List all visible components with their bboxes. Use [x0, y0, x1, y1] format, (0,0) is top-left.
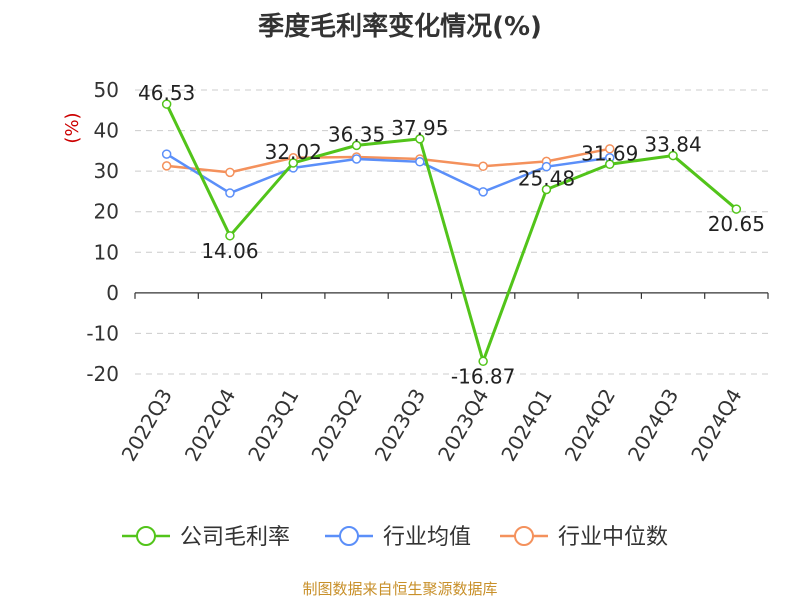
- data-label: 31.69: [581, 141, 638, 165]
- data-point: [225, 231, 235, 241]
- legend-swatch-marker: [136, 526, 156, 546]
- data-point: [605, 159, 615, 170]
- x-tick-label: 2024Q3: [623, 385, 683, 466]
- y-axis-ticks: -20 -10 0 10 20 30 40 50: [86, 78, 119, 386]
- y-tick-label: -10: [86, 321, 119, 345]
- data-point: [478, 161, 488, 172]
- series-line: [165, 153, 610, 195]
- legend-swatch-marker: [339, 526, 359, 546]
- y-tick-label: -20: [86, 362, 119, 386]
- data-label: 14.06: [201, 239, 258, 263]
- chart-title: 季度毛利率变化情况(%): [258, 12, 542, 42]
- y-tick-label: 20: [94, 200, 119, 224]
- x-tick-label: 2024Q2: [560, 385, 620, 466]
- data-point: [415, 157, 425, 167]
- data-point: [478, 187, 488, 197]
- data-point: [288, 158, 298, 168]
- data-point: [541, 184, 552, 195]
- data-point: [161, 149, 172, 159]
- data-label: 20.65: [708, 212, 765, 236]
- data-point: [351, 154, 362, 164]
- data-label: -16.87: [451, 364, 515, 388]
- data-point: [731, 204, 742, 214]
- y-tick-label: 40: [94, 119, 119, 143]
- data-label: 36.35: [328, 122, 385, 146]
- data-point: [478, 356, 488, 367]
- x-tick-label: 2022Q4: [180, 385, 240, 466]
- data-label: 33.84: [644, 133, 701, 157]
- data-point: [351, 140, 362, 151]
- y-tick-label: 30: [94, 159, 119, 183]
- source-footer: 制图数据来自恒生聚源数据库: [302, 580, 498, 598]
- legend-item-label: 公司毛利率: [180, 525, 290, 550]
- data-label: 46.53: [138, 81, 195, 105]
- data-label: 37.95: [391, 116, 448, 140]
- x-tick-label: 2023Q4: [433, 385, 493, 466]
- data-point: [225, 188, 235, 198]
- data-point: [225, 167, 235, 178]
- data-point: [161, 99, 172, 109]
- y-tick-label: 10: [94, 240, 119, 264]
- data-point: [668, 150, 678, 161]
- series-lines: [161, 99, 742, 367]
- y-axis-label: (%): [62, 112, 83, 143]
- x-tick-label: 2023Q2: [306, 385, 366, 466]
- data-point: [415, 134, 425, 144]
- x-tick-label: 2024Q1: [496, 385, 556, 466]
- y-tick-label: 0: [106, 281, 119, 305]
- x-tick-label: 2023Q1: [243, 385, 303, 466]
- data-label: 25.48: [518, 166, 575, 190]
- x-tick-label: 2023Q3: [370, 385, 430, 466]
- series-line: [165, 103, 738, 363]
- y-tick-label: 50: [94, 78, 119, 102]
- x-tick-label: 2022Q3: [117, 385, 177, 466]
- legend-item-label: 行业均值: [383, 525, 471, 550]
- legend: 公司毛利率 行业均值 行业中位数: [122, 525, 668, 550]
- legend-item-label: 行业中位数: [558, 525, 668, 550]
- x-axis: 2022Q3 2022Q4 2023Q1 2023Q2 2023Q3 2023Q4 2024…: [117, 292, 769, 466]
- data-point: [161, 161, 172, 171]
- data-label: 32.02: [265, 140, 322, 164]
- legend-swatch-marker: [514, 526, 534, 546]
- data-point: [541, 161, 552, 172]
- data-point: [605, 144, 615, 154]
- x-tick-label: 2024Q4: [686, 385, 746, 466]
- series-line: [166, 147, 610, 174]
